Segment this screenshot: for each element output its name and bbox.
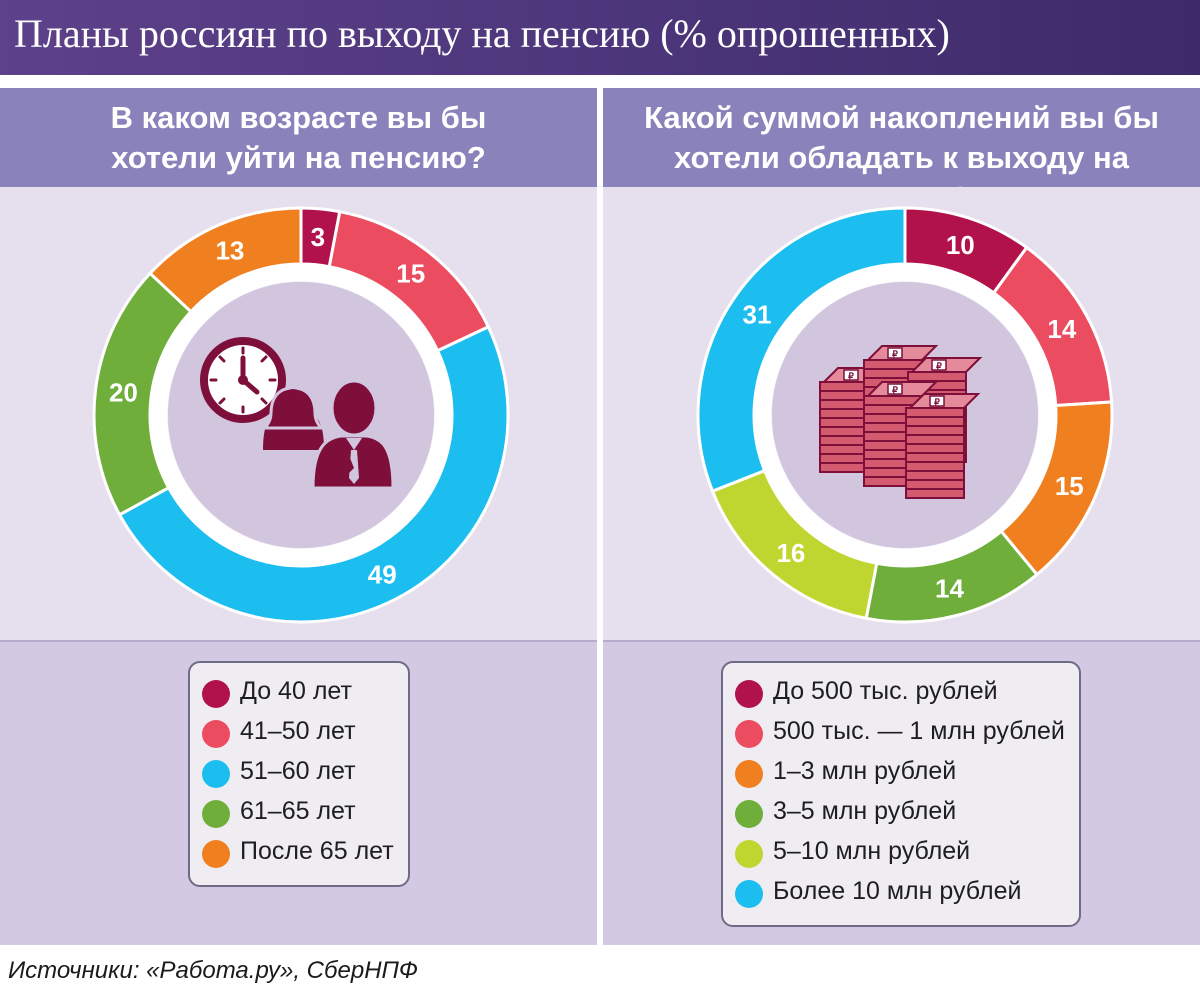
money-stacks-icon: ₽ — [819, 345, 981, 499]
age-slice-label-1: 15 — [396, 259, 425, 289]
left-legend-area: До 40 лет 41–50 лет 51–60 лет 61–65 лет Посл… — [0, 640, 597, 945]
svg-text:₽: ₽ — [848, 371, 854, 381]
right-question-line-1: Какой суммой накоплений вы бы — [644, 100, 1159, 135]
source-note: Источники: «Работа.ру», СберНПФ — [8, 957, 419, 984]
savings-slice-label-5: 31 — [742, 299, 771, 329]
age-legend-label-0: До 40 лет — [240, 677, 352, 705]
age-legend-label-1: 41–50 лет — [240, 717, 356, 745]
savings-legend-dot-3 — [735, 800, 763, 828]
savings-slice-label-0: 10 — [946, 230, 975, 260]
age-donut-inner-ring — [150, 264, 452, 566]
age-donut-chart: 3 15 49 20 13 — [92, 206, 510, 624]
age-slice-label-3: 20 — [109, 378, 138, 408]
savings-legend: До 500 тыс. рублей 500 тыс. — 1 млн рубле… — [721, 661, 1081, 927]
age-slice-label-0: 3 — [311, 222, 325, 252]
age-legend-dot-3 — [202, 800, 230, 828]
age-slice-4 — [147, 206, 303, 314]
left-question-line-1: В каком возрасте вы бы — [110, 100, 487, 135]
savings-slice-label-2: 15 — [1055, 471, 1084, 501]
age-legend-label-2: 51–60 лет — [240, 757, 356, 785]
age-slice-label-4: 13 — [215, 236, 244, 266]
right-question-header: Какой суммой накоплений вы бы хотели обл… — [603, 88, 1200, 215]
savings-legend-dot-0 — [735, 680, 763, 708]
header-bar: Планы россиян по выходу на пенсию (% опр… — [0, 0, 1200, 75]
savings-legend-label-0: До 500 тыс. рублей — [773, 677, 998, 705]
savings-legend-dot-2 — [735, 760, 763, 788]
page-title: Планы россиян по выходу на пенсию (% опр… — [14, 11, 950, 56]
left-chart-area: 3 15 49 20 13 — [0, 187, 597, 640]
savings-legend-label-5: Более 10 млн рублей — [773, 877, 1022, 905]
age-legend-dot-1 — [202, 720, 230, 748]
age-legend-label-4: После 65 лет — [240, 837, 394, 865]
savings-slice-label-3: 14 — [935, 573, 964, 603]
savings-slice-label-1: 14 — [1047, 314, 1076, 344]
right-legend-area: До 500 тыс. рублей 500 тыс. — 1 млн рубле… — [603, 640, 1200, 945]
age-legend-dot-4 — [202, 840, 230, 868]
age-legend-dot-2 — [202, 760, 230, 788]
savings-legend-dot-5 — [735, 880, 763, 908]
savings-legend-dot-4 — [735, 840, 763, 868]
savings-legend-label-3: 3–5 млн рублей — [773, 797, 957, 825]
savings-slice-label-4: 16 — [776, 538, 805, 568]
savings-legend-dot-1 — [735, 720, 763, 748]
savings-donut-inner-ring — [754, 264, 1056, 566]
age-slice-label-2: 49 — [368, 559, 397, 589]
savings-slice-5 — [696, 206, 907, 494]
age-legend-label-3: 61–65 лет — [240, 797, 356, 825]
age-slice-2 — [117, 324, 510, 624]
clock-and-people-icon — [200, 337, 395, 490]
savings-donut-chart: 10 14 15 14 16 31 ₽ — [696, 206, 1114, 624]
left-question-header: В каком возрасте вы бы хотели уйти на пе… — [0, 88, 597, 187]
savings-legend-label-4: 5–10 млн рублей — [773, 837, 971, 865]
right-chart-area: 10 14 15 14 16 31 ₽ — [603, 187, 1200, 640]
age-legend: До 40 лет 41–50 лет 51–60 лет 61–65 лет Посл… — [188, 661, 410, 887]
left-question-line-2: хотели уйти на пенсию? — [111, 140, 486, 175]
savings-legend-label-1: 500 тыс. — 1 млн рублей — [773, 717, 1065, 745]
savings-legend-label-2: 1–3 млн рублей — [773, 757, 957, 785]
age-legend-dot-0 — [202, 680, 230, 708]
